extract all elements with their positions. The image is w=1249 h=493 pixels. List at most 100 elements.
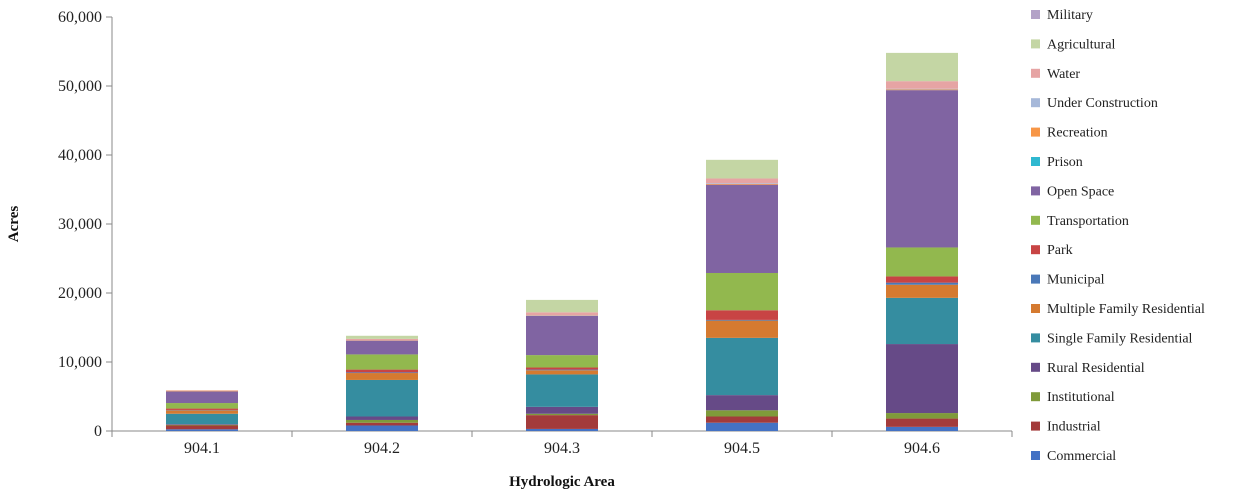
legend-label: Agricultural [1047,37,1116,52]
bar-segment [526,367,598,370]
legend-label: Single Family Residential [1047,331,1193,346]
bar-segment [706,183,778,185]
bar-segment [346,416,418,420]
bar-segment [526,428,598,431]
legend-swatch [1031,39,1040,49]
bar-segment [886,89,958,91]
legend-swatch [1031,392,1040,402]
legend-swatch [1031,98,1040,108]
legend-item: Recreation [1031,126,1108,141]
legend-swatch [1031,274,1040,284]
legend-item: Municipal [1031,273,1105,288]
bar-segment [346,372,418,374]
y-axis-title: Acres [6,206,22,243]
bar-segment [346,354,418,370]
bar-segment [526,415,598,429]
legend-item: Open Space [1031,184,1114,199]
legend-label: Water [1047,67,1080,82]
bar-segment [886,284,958,298]
y-tick-label: 50,000 [58,78,102,95]
x-axis-title: Hydrologic Area [509,474,615,490]
bar-segment [886,344,958,414]
x-tick-label: 904.3 [544,440,580,457]
legend-item: Under Construction [1031,96,1158,111]
bar-segment [886,426,958,431]
bar-segment [886,413,958,419]
bar-segment [706,422,778,431]
bar-segment [706,183,778,184]
legend-label: Park [1047,243,1073,258]
bar-segment [166,413,238,425]
y-tick-label: 0 [94,423,102,440]
legend-swatch [1031,127,1040,137]
legend-item: Transportation [1031,214,1129,229]
bar-segment [346,419,418,423]
bar-segment [886,90,958,248]
bar-segment [706,395,778,411]
legend-item: Single Family Residential [1031,331,1193,346]
y-axis: 0 10,000 20,000 30,000 40,000 50,000 60,000 [58,9,113,440]
bar-segment [706,159,778,179]
bar-segment [346,379,418,417]
bar-segment [886,418,958,427]
y-tick-label: 20,000 [58,285,102,302]
bar-segment [526,406,598,414]
bar-segment [706,310,778,320]
legend-item: Industrial [1031,420,1101,435]
legend: Military Agricultural Water Under Construct… [1031,8,1205,464]
bar-stack [346,335,418,431]
bar-segment [526,315,598,356]
legend-label: Municipal [1047,273,1105,288]
bar-segment [886,247,958,277]
legend-swatch [1031,451,1040,460]
bar-segment [166,429,238,431]
legend-item: Commercial [1031,449,1116,464]
bar-segment [166,424,238,426]
bar-stack [166,390,238,431]
legend-label: Rural Residential [1047,361,1145,376]
legend-swatch [1031,186,1040,196]
bar-segment [166,391,238,404]
bar-segment [886,88,958,90]
bar-stack [886,52,958,431]
bar-segment [526,374,598,407]
legend-swatch [1031,68,1040,78]
y-tick-label: 40,000 [58,147,102,164]
y-tick-label: 10,000 [58,354,102,371]
bar-segment [886,276,958,283]
bar-segment [166,403,238,409]
x-tick-label: 904.2 [364,440,400,457]
bar-segment [526,370,598,375]
legend-label: Industrial [1047,420,1101,435]
y-tick-label: 30,000 [58,216,102,233]
legend-swatch [1031,304,1040,313]
legend-label: Open Space [1047,184,1114,199]
bar-segment [886,52,958,82]
bar-segment [886,81,958,89]
bar-segment [706,272,778,311]
legend-swatch [1031,245,1040,255]
x-tick-label: 904.6 [904,440,940,457]
bar-segment [706,416,778,423]
bar-segment [346,340,418,355]
legend-label: Military [1047,8,1093,23]
bar-segment [346,373,418,380]
legend-label: Recreation [1047,126,1108,141]
legend-swatch [1031,362,1040,372]
bar-segment [346,335,418,339]
bar-segment [706,337,778,396]
bar-segment [526,413,598,416]
bar-segment [526,355,598,368]
bar-segment [526,312,598,316]
legend-item: Multiple Family Residential [1031,302,1205,317]
legend-label: Commercial [1047,449,1116,464]
legend-item: Agricultural [1031,37,1116,52]
legend-label: Prison [1047,155,1083,170]
legend-label: Under Construction [1047,96,1158,111]
legend-item: Prison [1031,155,1083,170]
bar-segment [166,424,238,425]
bar-segment [346,422,418,426]
legend-item: Military [1031,8,1093,23]
legend-item: Rural Residential [1031,361,1145,376]
bar-segment [706,184,778,273]
